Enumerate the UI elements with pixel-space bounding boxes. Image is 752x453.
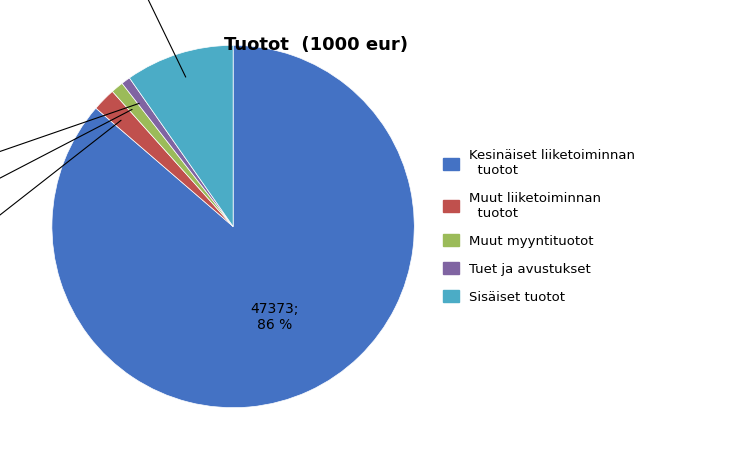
Text: 607; 1 %: 607; 1 % [0,110,132,224]
Text: 5321; 10 %: 5321; 10 % [98,0,186,77]
Text: Tuotot  (1000 eur): Tuotot (1000 eur) [224,36,408,54]
Wedge shape [52,45,414,408]
Wedge shape [96,92,233,226]
Wedge shape [129,45,233,227]
Text: 47373;
86 %: 47373; 86 % [250,302,299,332]
Wedge shape [122,78,233,226]
Wedge shape [112,83,233,226]
Legend: Kesinäiset liiketoiminnan
  tuotot, Muut liiketoiminnan
  tuotot, Muut myyntituo: Kesinäiset liiketoiminnan tuotot, Muut l… [443,149,635,304]
Text: 1135; 2 %: 1135; 2 % [0,120,121,284]
Text: 442; 1 %: 442; 1 % [0,103,139,184]
